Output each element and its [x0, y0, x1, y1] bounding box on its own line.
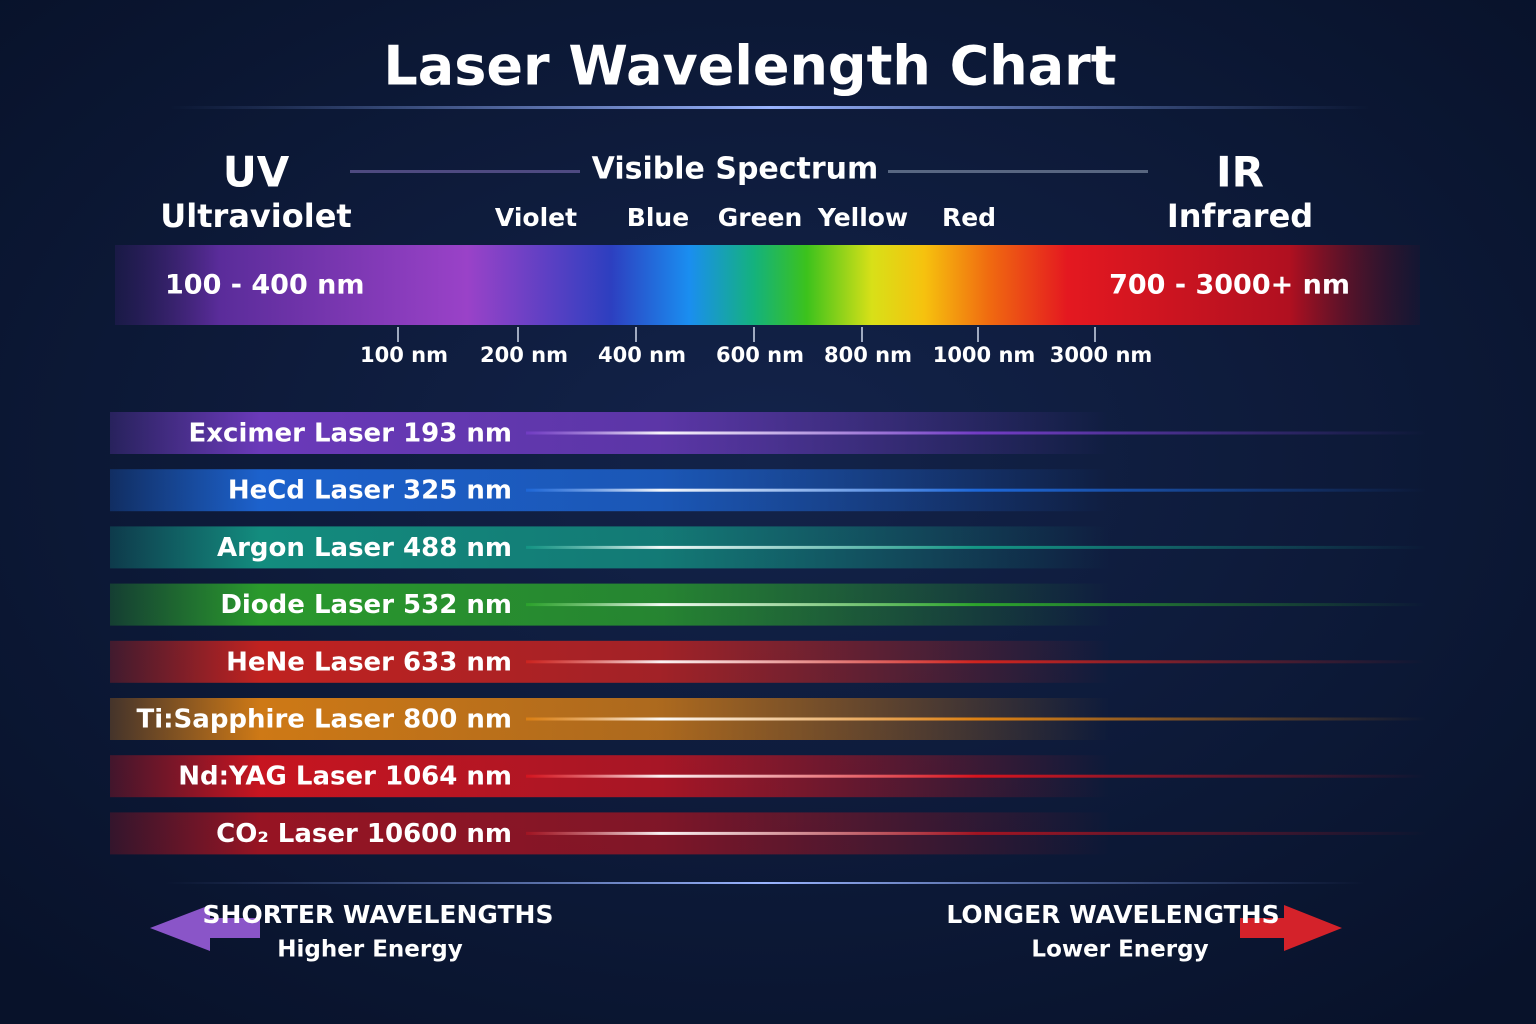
tick-label: 1000 nm	[933, 343, 1036, 367]
laser-beam	[526, 831, 1426, 835]
laser-label: CO₂ Laser 10600 nm	[216, 819, 512, 849]
uv-name: Ultraviolet	[160, 197, 351, 235]
laser-beam	[526, 431, 1426, 435]
laser-label: Argon Laser 488 nm	[217, 533, 512, 563]
laser-beam	[526, 488, 1426, 492]
visible-color-label: Green	[718, 203, 803, 232]
laser-label: Nd:YAG Laser 1064 nm	[178, 762, 512, 792]
visible-color-label: Yellow	[817, 203, 908, 232]
laser-label: HeNe Laser 633 nm	[226, 647, 512, 677]
shorter-subtitle: Higher Energy	[277, 937, 462, 963]
visible-rule-right	[888, 170, 1148, 173]
title: Laser Wavelength Chart	[383, 35, 1116, 98]
laser-beam	[526, 603, 1426, 607]
tick-label: 3000 nm	[1050, 343, 1153, 367]
laser-label: Ti:Sapphire Laser 800 nm	[137, 705, 513, 735]
visible-rule-left	[350, 170, 580, 173]
ir-short: IR	[1216, 148, 1264, 197]
visible-label: Visible Spectrum	[592, 152, 879, 187]
shorter-title: SHORTER WAVELENGTHS	[203, 900, 554, 929]
tick-label: 400 nm	[598, 343, 686, 367]
ir-range: 700 - 3000+ nm	[1109, 270, 1350, 301]
visible-color-label: Blue	[627, 203, 689, 232]
ir-name: Infrared	[1167, 197, 1313, 235]
tick-label: 100 nm	[360, 343, 448, 367]
left-arrow	[150, 905, 260, 951]
title-rule	[170, 106, 1370, 109]
visible-color-label: Red	[942, 203, 996, 232]
laser-label: HeCd Laser 325 nm	[228, 476, 512, 506]
footer-rule	[165, 882, 1365, 884]
longer-title: LONGER WAVELENGTHS	[946, 900, 1279, 929]
laser-beam	[526, 717, 1426, 721]
laser-beam	[526, 774, 1426, 778]
tick-label: 600 nm	[716, 343, 804, 367]
uv-range: 100 - 400 nm	[165, 270, 364, 301]
visible-color-label: Violet	[495, 203, 577, 232]
laser-label: Excimer Laser 193 nm	[189, 419, 512, 449]
laser-beam	[526, 545, 1426, 549]
spectrum-bar	[115, 245, 1420, 325]
uv-short: UV	[223, 148, 290, 197]
laser-beam	[526, 660, 1426, 664]
laser-label: Diode Laser 532 nm	[220, 590, 512, 620]
tick-label: 200 nm	[480, 343, 568, 367]
tick-label: 800 nm	[824, 343, 912, 367]
longer-subtitle: Lower Energy	[1031, 937, 1208, 963]
right-arrow	[1240, 905, 1342, 951]
